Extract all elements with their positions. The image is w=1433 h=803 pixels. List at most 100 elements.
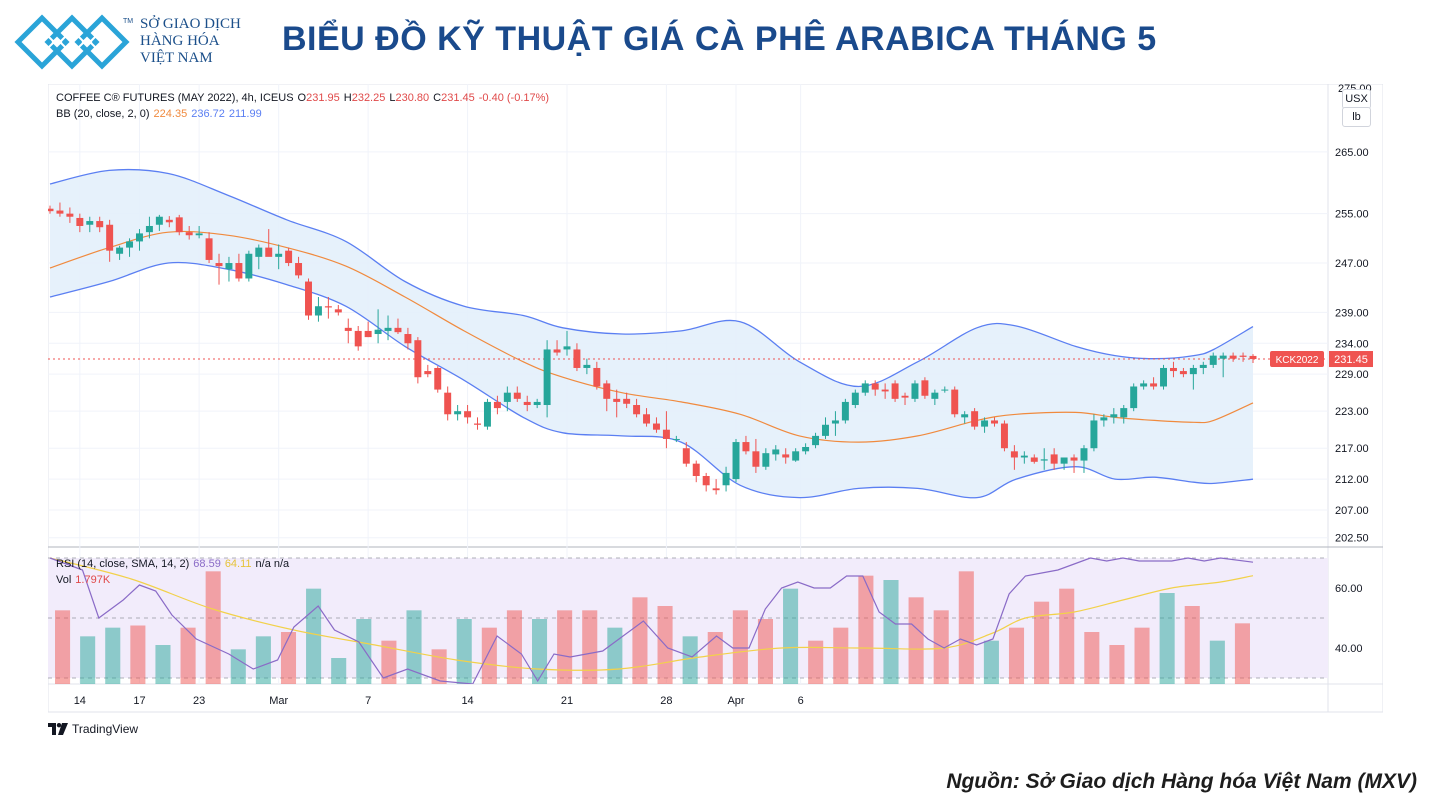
x-tick-label: 14 bbox=[74, 695, 86, 707]
candle-body bbox=[672, 438, 680, 440]
candle-body bbox=[1020, 455, 1028, 458]
volume-bar bbox=[481, 627, 497, 684]
candle-body bbox=[523, 401, 531, 406]
volume-bar bbox=[557, 610, 573, 684]
candle-body bbox=[155, 216, 163, 225]
candle-body bbox=[314, 306, 322, 316]
candle-body bbox=[126, 241, 134, 248]
rsi-line bbox=[49, 557, 1254, 684]
candle-body bbox=[66, 213, 74, 217]
change-value: -0.40 (-0.17%) bbox=[478, 92, 550, 104]
x-tick-label: Mar bbox=[269, 695, 288, 707]
org-name: SỞ GIAO DỊCH HÀNG HÓA VIỆT NAM bbox=[140, 16, 241, 67]
volume-bar bbox=[80, 636, 96, 684]
x-tick-label: 23 bbox=[193, 695, 205, 707]
candle-body bbox=[1209, 355, 1217, 365]
candle-body bbox=[871, 383, 879, 390]
y-tick-label: 239.00 bbox=[1335, 307, 1369, 319]
volume-bar bbox=[280, 632, 297, 684]
volume-bar bbox=[1109, 645, 1125, 684]
candle-body bbox=[165, 219, 173, 223]
volume-bar bbox=[105, 627, 121, 684]
org-line-1: SỞ GIAO DỊCH bbox=[140, 16, 241, 32]
tradingview-brand: TradingView bbox=[48, 722, 138, 736]
volume-bar bbox=[833, 627, 849, 684]
y-tick-label: 207.00 bbox=[1335, 505, 1369, 517]
source-note: Nguồn: Sở Giao dịch Hàng hóa Việt Nam (M… bbox=[946, 770, 1417, 793]
candle-body bbox=[404, 334, 412, 344]
open-value: 231.95 bbox=[306, 92, 340, 104]
y-tick-label: 229.00 bbox=[1335, 369, 1369, 381]
x-tick-label: Apr bbox=[727, 695, 744, 707]
price-chart-svg[interactable]: 14 17 23 Mar 7 14 21 28 Apr 6 265.00 255.00 247.00 23… bbox=[46, 83, 1384, 714]
candle-body bbox=[782, 454, 790, 458]
candle-body bbox=[1179, 371, 1187, 375]
tradingview-label: TradingView bbox=[72, 722, 139, 736]
volume-bar bbox=[506, 610, 522, 684]
candle-body bbox=[931, 392, 939, 399]
rsi-tick-label: 40.00 bbox=[1335, 643, 1363, 655]
candle-body bbox=[752, 451, 760, 467]
volume-bar bbox=[707, 632, 723, 684]
high-label: H bbox=[343, 92, 352, 104]
bb-basis-value: 224.35 bbox=[153, 108, 188, 120]
candle-body bbox=[56, 210, 64, 214]
y-tick-label: 247.00 bbox=[1335, 258, 1369, 270]
volume-bar bbox=[55, 610, 71, 684]
volume-bar bbox=[1234, 623, 1250, 684]
candle-body bbox=[145, 225, 153, 233]
candle-body bbox=[851, 392, 859, 406]
candle-body bbox=[1160, 367, 1168, 387]
volume-bar bbox=[406, 610, 422, 684]
candle-body bbox=[722, 472, 730, 486]
chart-area[interactable]: 14 17 23 Mar 7 14 21 28 Apr 6 265.00 255.00 247.00 23… bbox=[46, 83, 1384, 714]
volume-bar bbox=[1209, 640, 1225, 684]
unit-button[interactable]: lb bbox=[1342, 107, 1371, 127]
page-title: BIỂU ĐỒ KỸ THUẬT GIÁ CÀ PHÊ ARABICA THÁN… bbox=[282, 20, 1157, 58]
candle-body bbox=[1110, 414, 1118, 418]
candle-body bbox=[464, 411, 472, 418]
candle-body bbox=[822, 424, 829, 436]
candle-body bbox=[1070, 457, 1078, 461]
low-label: L bbox=[389, 92, 396, 104]
currency-button[interactable]: USX bbox=[1342, 89, 1371, 109]
candle-body bbox=[911, 383, 919, 399]
vol-legend: Vol 1.797K bbox=[56, 574, 114, 586]
volume-bar bbox=[1008, 627, 1025, 684]
bb-label: BB (20, close, 2, 0) bbox=[56, 108, 150, 120]
candle-body bbox=[772, 449, 780, 455]
candle-body bbox=[384, 327, 392, 331]
rsi-legend: RSI (14, close, SMA, 14, 2) 68.59 64.11 n/a… bbox=[56, 558, 293, 570]
symbol-label: COFFEE C® FUTURES (MAY 2022), 4h, ICEUS bbox=[56, 92, 294, 104]
candle-body bbox=[702, 476, 710, 486]
y-tick-label: 202.50 bbox=[1335, 533, 1369, 545]
volume-bar bbox=[1084, 632, 1100, 684]
candle-body bbox=[633, 405, 641, 415]
y-tick-label: 234.00 bbox=[1335, 338, 1369, 350]
candle-body bbox=[891, 383, 899, 399]
volume-bar bbox=[356, 619, 372, 684]
candle-body bbox=[1249, 355, 1257, 360]
candle-body bbox=[265, 247, 273, 257]
open-label: O bbox=[297, 92, 307, 104]
candle-body bbox=[1080, 448, 1088, 461]
candle-body bbox=[712, 488, 720, 491]
bb-upper-line bbox=[49, 168, 1254, 388]
volume-bar bbox=[958, 571, 974, 684]
candle-body bbox=[573, 349, 581, 368]
rsi-sma-value: 64.11 bbox=[224, 558, 252, 570]
vol-label: Vol bbox=[56, 574, 72, 586]
candle-body bbox=[46, 208, 54, 212]
bb-lower-line bbox=[49, 261, 1254, 499]
candle-body bbox=[742, 442, 750, 452]
volume-bar bbox=[1134, 627, 1150, 684]
candle-body bbox=[76, 217, 84, 226]
price-tag-bg bbox=[1329, 351, 1373, 368]
volume-bar bbox=[908, 597, 924, 684]
candle-body bbox=[1100, 417, 1108, 421]
candle-body bbox=[682, 448, 690, 464]
candle-body bbox=[1169, 367, 1177, 372]
candle-body bbox=[1239, 355, 1247, 357]
candle-body bbox=[116, 247, 124, 254]
candle-body bbox=[434, 367, 442, 390]
